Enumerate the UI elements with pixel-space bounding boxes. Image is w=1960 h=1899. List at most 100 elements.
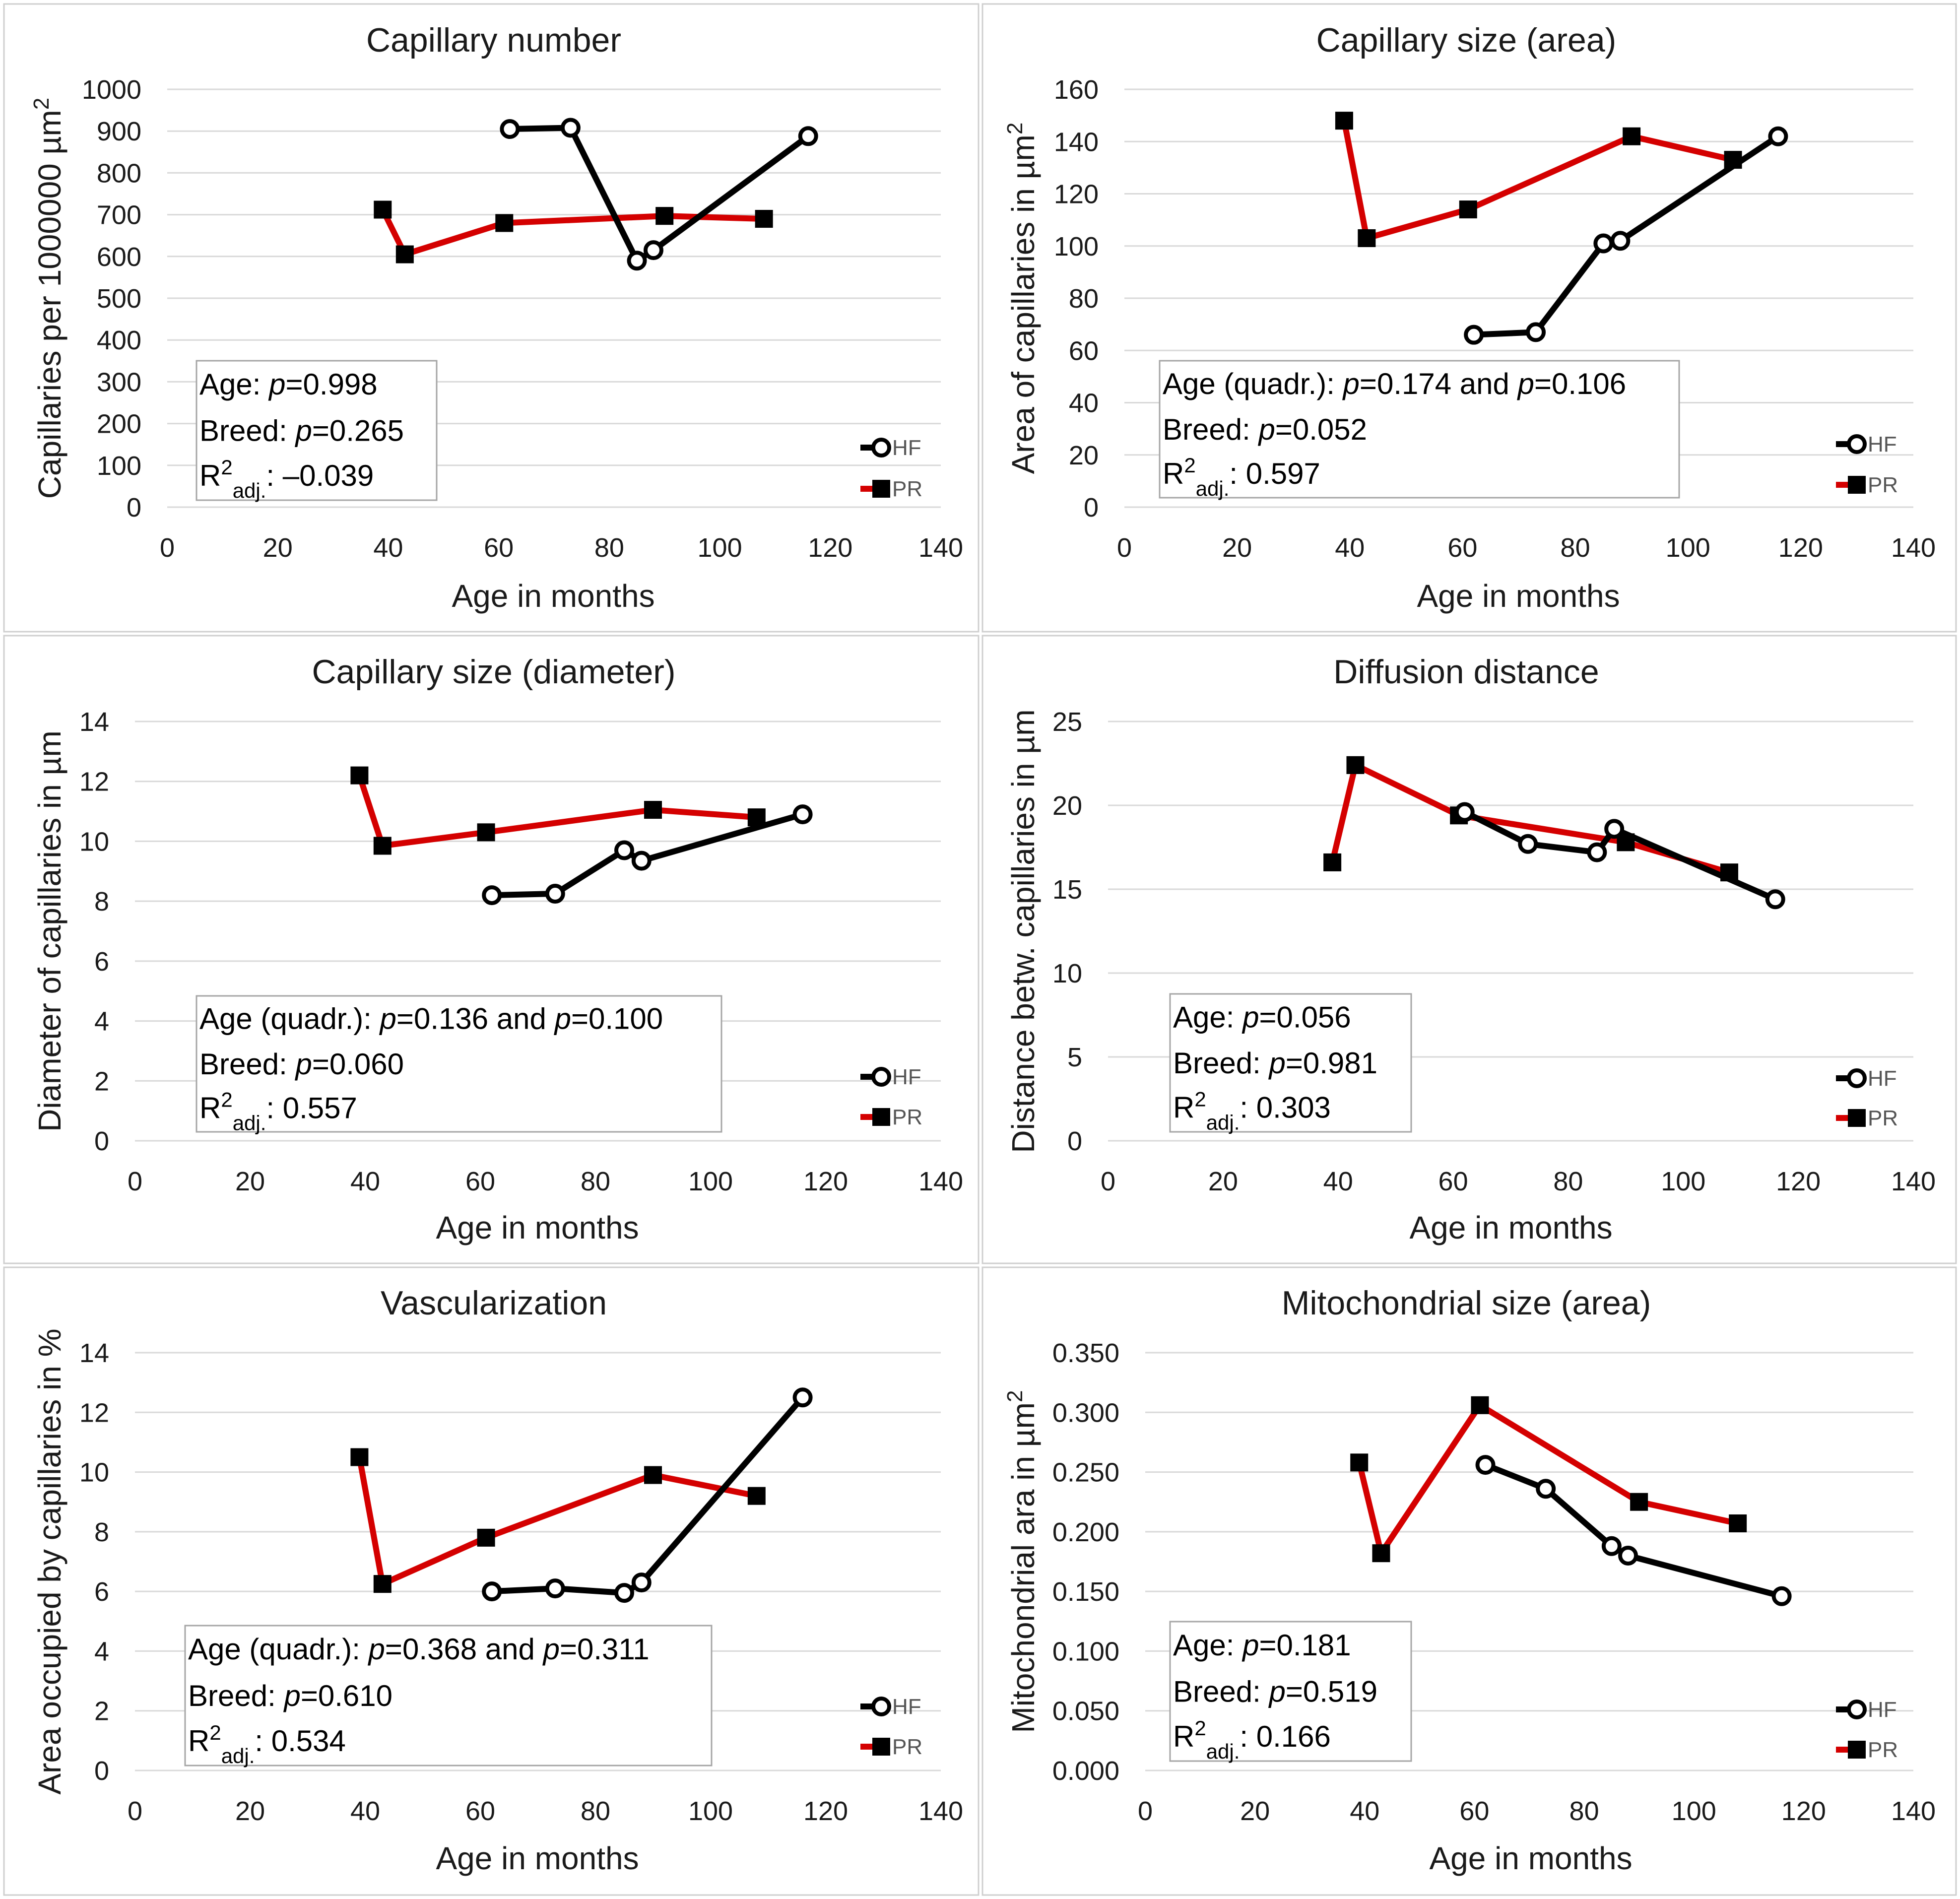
y-tick-label: 8 — [94, 887, 109, 917]
y-tick-label: 200 — [97, 409, 141, 439]
legend-marker-hf — [1847, 1068, 1867, 1088]
y-tick-label: 700 — [97, 200, 141, 230]
panel-border — [981, 1266, 1957, 1896]
data-point-hf — [560, 118, 581, 138]
data-point-hf — [500, 119, 520, 139]
x-tick-label: 60 — [465, 1796, 495, 1826]
legend-marker-pr — [872, 1108, 890, 1126]
chart-title: Mitochondrial size (area) — [1282, 1284, 1651, 1322]
x-tick-label: 60 — [1438, 1167, 1468, 1196]
data-point-hf — [1604, 819, 1625, 839]
stats-box — [1169, 993, 1412, 1133]
y-tick-label: 15 — [1052, 875, 1082, 905]
x-tick-label: 20 — [1208, 1167, 1238, 1196]
data-point-pr — [1372, 1544, 1390, 1563]
y-tick-label: 14 — [79, 1338, 109, 1368]
y-tick-label: 0.100 — [1052, 1637, 1119, 1666]
data-point-pr — [1350, 1453, 1369, 1472]
data-point-pr — [477, 823, 495, 842]
y-tick-label: 80 — [1069, 284, 1099, 314]
legend-label-pr: PR — [1868, 1106, 1898, 1130]
y-tick-label: 0 — [94, 1756, 109, 1786]
x-tick-label: 40 — [350, 1796, 380, 1826]
x-tick-label: 40 — [350, 1167, 380, 1196]
y-tick-label: 12 — [79, 767, 109, 797]
stats-box — [196, 995, 722, 1133]
x-tick-label: 60 — [1459, 1796, 1489, 1826]
x-tick-label: 80 — [1553, 1167, 1583, 1196]
stats-r2: R2adj.: 0.534 — [188, 1721, 346, 1768]
y-tick-label: 5 — [1067, 1043, 1082, 1072]
x-tick-label: 80 — [581, 1796, 610, 1826]
data-point-pr — [350, 766, 369, 785]
stats-box — [196, 360, 438, 501]
y-tick-label: 0.300 — [1052, 1398, 1119, 1428]
legend-marker-pr — [1848, 1741, 1866, 1759]
x-tick-label: 80 — [1569, 1796, 1599, 1826]
data-point-hf — [1610, 231, 1631, 251]
stats-r2: R2adj.: 0.557 — [199, 1088, 357, 1134]
chart-panel-2: 0 20 40 60 80 100 120 140 160 0 20 40 60 80 100 120 140 C… — [981, 3, 1957, 633]
data-point-pr — [1358, 229, 1376, 247]
stats-box — [1169, 1621, 1412, 1762]
stats-age: Age: p=0.998 — [199, 368, 378, 401]
x-axis-label: Age in months — [436, 1210, 639, 1245]
y-tick-label: 400 — [97, 326, 141, 355]
y-axis-label: Area occupied by capillaries in % — [32, 1328, 67, 1794]
chart-panel-4: 0 5 10 15 20 25 0 20 40 60 80 100 120 140 Diffusion di… — [981, 635, 1957, 1264]
legend-marker-pr — [1848, 476, 1866, 494]
stats-breed: Breed: p=0.052 — [1163, 413, 1367, 446]
x-tick-label: 0 — [1101, 1167, 1115, 1196]
data-point-pr — [1623, 127, 1641, 145]
y-tick-label: 0 — [127, 493, 141, 523]
x-tick-label: 0 — [1138, 1796, 1153, 1826]
x-tick-label: 120 — [803, 1167, 848, 1196]
y-tick-label: 0.350 — [1052, 1338, 1119, 1368]
x-tick-label: 20 — [235, 1167, 265, 1196]
y-tick-label: 500 — [97, 284, 141, 314]
y-tick-label: 0.050 — [1052, 1697, 1119, 1726]
y-tick-label: 0 — [1067, 1126, 1082, 1156]
x-tick-label: 100 — [688, 1796, 733, 1826]
legend-label-pr: PR — [892, 1735, 922, 1759]
stats-r2: R2adj.: –0.039 — [199, 456, 374, 502]
legend-label-hf: HF — [1868, 1698, 1897, 1722]
legend-marker-hf — [871, 1697, 891, 1716]
legend-marker-pr — [1848, 1109, 1866, 1127]
y-tick-label: 4 — [94, 1637, 109, 1666]
data-point-pr — [747, 808, 766, 827]
x-tick-label: 140 — [918, 1167, 963, 1196]
data-point-pr — [747, 1487, 766, 1505]
data-point-hf — [1475, 1455, 1496, 1475]
y-tick-label: 120 — [1054, 180, 1099, 209]
stats-age: Age: p=0.181 — [1173, 1629, 1351, 1662]
data-point-pr — [644, 1466, 662, 1484]
data-point-hf — [1526, 322, 1546, 342]
x-tick-label: 100 — [1672, 1796, 1716, 1826]
legend-label-pr: PR — [892, 477, 922, 501]
x-tick-label: 120 — [808, 533, 852, 563]
data-point-hf — [643, 240, 663, 261]
x-tick-label: 120 — [1778, 533, 1823, 563]
legend-label-hf: HF — [892, 436, 921, 460]
stats-box — [184, 1625, 713, 1767]
y-tick-label: 800 — [97, 158, 141, 188]
stats-breed: Breed: p=0.060 — [199, 1048, 404, 1081]
data-point-pr — [1323, 853, 1342, 871]
x-tick-label: 0 — [160, 533, 175, 563]
x-tick-label: 120 — [1776, 1167, 1821, 1196]
y-tick-label: 1000 — [82, 75, 141, 105]
panel-border — [3, 1266, 980, 1896]
x-tick-label: 60 — [465, 1167, 495, 1196]
data-point-hf — [614, 840, 634, 860]
legend-marker-hf — [1847, 1700, 1867, 1719]
y-tick-label: 40 — [1069, 389, 1099, 418]
x-tick-label: 140 — [1891, 533, 1936, 563]
stats-breed: Breed: p=0.265 — [199, 414, 404, 448]
y-tick-label: 100 — [1054, 232, 1099, 262]
data-point-pr — [1459, 200, 1477, 219]
y-tick-label: 20 — [1052, 791, 1082, 821]
legend-marker-pr — [872, 480, 890, 498]
